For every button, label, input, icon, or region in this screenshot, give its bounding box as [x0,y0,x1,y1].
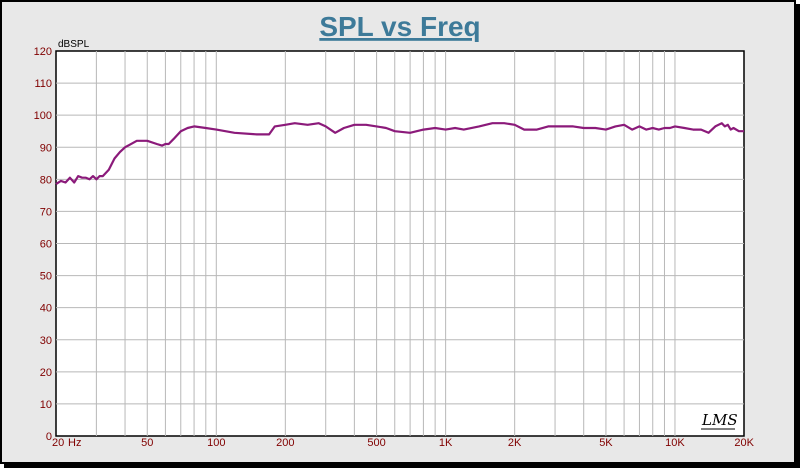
y-tick-label: 90 [40,142,52,154]
lms-logo: LMS [701,411,738,429]
y-tick-label: 30 [40,335,52,347]
x-tick-label: 1K [439,437,453,449]
x-tick-label: 500 [367,437,385,449]
y-tick-label: 100 [34,110,52,122]
x-tick-label: 200 [276,437,294,449]
y-axis-label: dBSPL [58,39,90,50]
grid-lines [56,51,744,436]
y-tick-label: 50 [40,271,52,283]
y-tick-label: 110 [34,78,52,90]
y-tick-label: 120 [34,46,52,58]
x-tick-label: 20K [734,437,754,449]
y-tick-label: 10 [40,399,52,411]
x-tick-label: 5K [599,437,613,449]
y-tick-label: 70 [40,206,52,218]
x-tick-label: 100 [207,437,225,449]
x-tick-label: 50 [141,437,153,449]
chart-title: SPL vs Freq [319,11,480,42]
spl-curve [55,122,744,186]
x-axis-ticks: 20 50 100 200 500 1K 2K 5K 10K 20K [52,437,755,449]
frame-shadow-bottom [4,464,800,468]
x-tick-label: 10K [665,437,685,449]
y-tick-label: 80 [40,174,52,186]
x-tick-label: 20 [52,437,64,449]
x-tick-label: 2K [508,437,522,449]
y-tick-label: 0 [46,431,52,443]
frame-shadow-right [796,4,800,468]
y-tick-label: 20 [40,367,52,379]
x-axis-unit-label: Hz [68,437,81,449]
series-group [55,122,744,186]
y-axis-ticks: 0 10 20 30 40 50 60 70 80 90 100 110 120 [34,46,52,443]
y-tick-label: 60 [40,239,52,251]
y-tick-label: 40 [40,303,52,315]
